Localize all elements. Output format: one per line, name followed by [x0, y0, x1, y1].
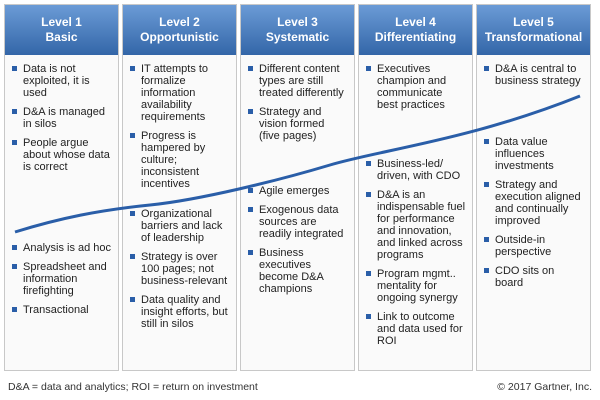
- bullet: Organizational barriers and lack of lead…: [130, 208, 230, 244]
- above-curve-list: Executives champion and communicate best…: [359, 63, 472, 118]
- bullet: Analysis is ad hoc: [12, 242, 112, 254]
- bullet: Link to outcome and data used for ROI: [366, 311, 466, 347]
- bullet: Data is not exploited, it is used: [12, 63, 112, 99]
- copyright: © 2017 Gartner, Inc.: [497, 381, 592, 393]
- bullet: Transactional: [12, 304, 112, 316]
- bullet: D&A is central to business strategy: [484, 63, 584, 87]
- bullet: Business executives become D&A champions: [248, 247, 348, 295]
- level-header: Level 1 Basic: [5, 5, 118, 55]
- bullet: CDO sits on board: [484, 265, 584, 289]
- level-column: Level 2 Opportunistic IT attempts to forma…: [122, 4, 237, 371]
- level-number: Level 2: [159, 15, 200, 29]
- bullet: Agile emerges: [248, 185, 348, 197]
- level-name: Systematic: [265, 30, 330, 44]
- level-header: Level 2 Opportunistic: [123, 5, 236, 55]
- level-name: Differentiating: [374, 30, 457, 44]
- below-curve-list: Analysis is ad hoc Spreadsheet and inform…: [5, 242, 118, 323]
- footnote: D&A = data and analytics; ROI = return o…: [8, 381, 258, 393]
- level-name: Transformational: [484, 30, 583, 44]
- below-curve-list: Agile emerges Exogenous data sources are …: [241, 185, 354, 302]
- bullet: Progress is hampered by culture; inconsi…: [130, 130, 230, 190]
- bullet: Data value influences investments: [484, 136, 584, 172]
- bullet: Strategy and vision formed (five pages): [248, 106, 348, 142]
- below-curve-list: Data value influences investments Strateg…: [477, 136, 590, 296]
- bullet: Spreadsheet and information firefighting: [12, 261, 112, 297]
- bullet: Exogenous data sources are readily integ…: [248, 204, 348, 240]
- level-name: Basic: [45, 30, 78, 44]
- bullet: Program mgmt.. mentality for ongoing syn…: [366, 268, 466, 304]
- level-number: Level 3: [277, 15, 318, 29]
- level-column: Level 4 Differentiating Executives champio…: [358, 4, 473, 371]
- level-header: Level 4 Differentiating: [359, 5, 472, 55]
- bullet: Outside-in perspective: [484, 234, 584, 258]
- bullet: People argue about whose data is correct: [12, 137, 112, 173]
- above-curve-list: Different content types are still treate…: [241, 63, 354, 149]
- level-number: Level 5: [513, 15, 554, 29]
- bullet: Executives champion and communicate best…: [366, 63, 466, 111]
- level-column: Level 5 Transformational D&A is central to…: [476, 4, 591, 371]
- above-curve-list: Data is not exploited, it is used D&A is …: [5, 63, 118, 180]
- level-number: Level 4: [395, 15, 436, 29]
- level-header: Level 5 Transformational: [477, 5, 590, 55]
- bullet: Business-led/ driven, with CDO: [366, 158, 466, 182]
- below-curve-list: Organizational barriers and lack of lead…: [123, 208, 236, 337]
- bullet: D&A is an indispensable fuel for perform…: [366, 189, 466, 261]
- above-curve-list: IT attempts to formalize information ava…: [123, 63, 236, 197]
- level-header: Level 3 Systematic: [241, 5, 354, 55]
- level-name: Opportunistic: [140, 30, 219, 44]
- bullet: Strategy is over 100 pages; not business…: [130, 251, 230, 287]
- bullet: Different content types are still treate…: [248, 63, 348, 99]
- below-curve-list: Business-led/ driven, with CDO D&A is an …: [359, 158, 472, 354]
- level-column: Level 3 Systematic Different content types…: [240, 4, 355, 371]
- bullet: IT attempts to formalize information ava…: [130, 63, 230, 123]
- bullet: Data quality and insight efforts, but st…: [130, 294, 230, 330]
- level-number: Level 1: [41, 15, 82, 29]
- above-curve-list: D&A is central to business strategy: [477, 63, 590, 94]
- bullet: D&A is managed in silos: [12, 106, 112, 130]
- level-column: Level 1 Basic Data is not exploited, it is…: [4, 4, 119, 371]
- bullet: Strategy and execution aligned and conti…: [484, 179, 584, 227]
